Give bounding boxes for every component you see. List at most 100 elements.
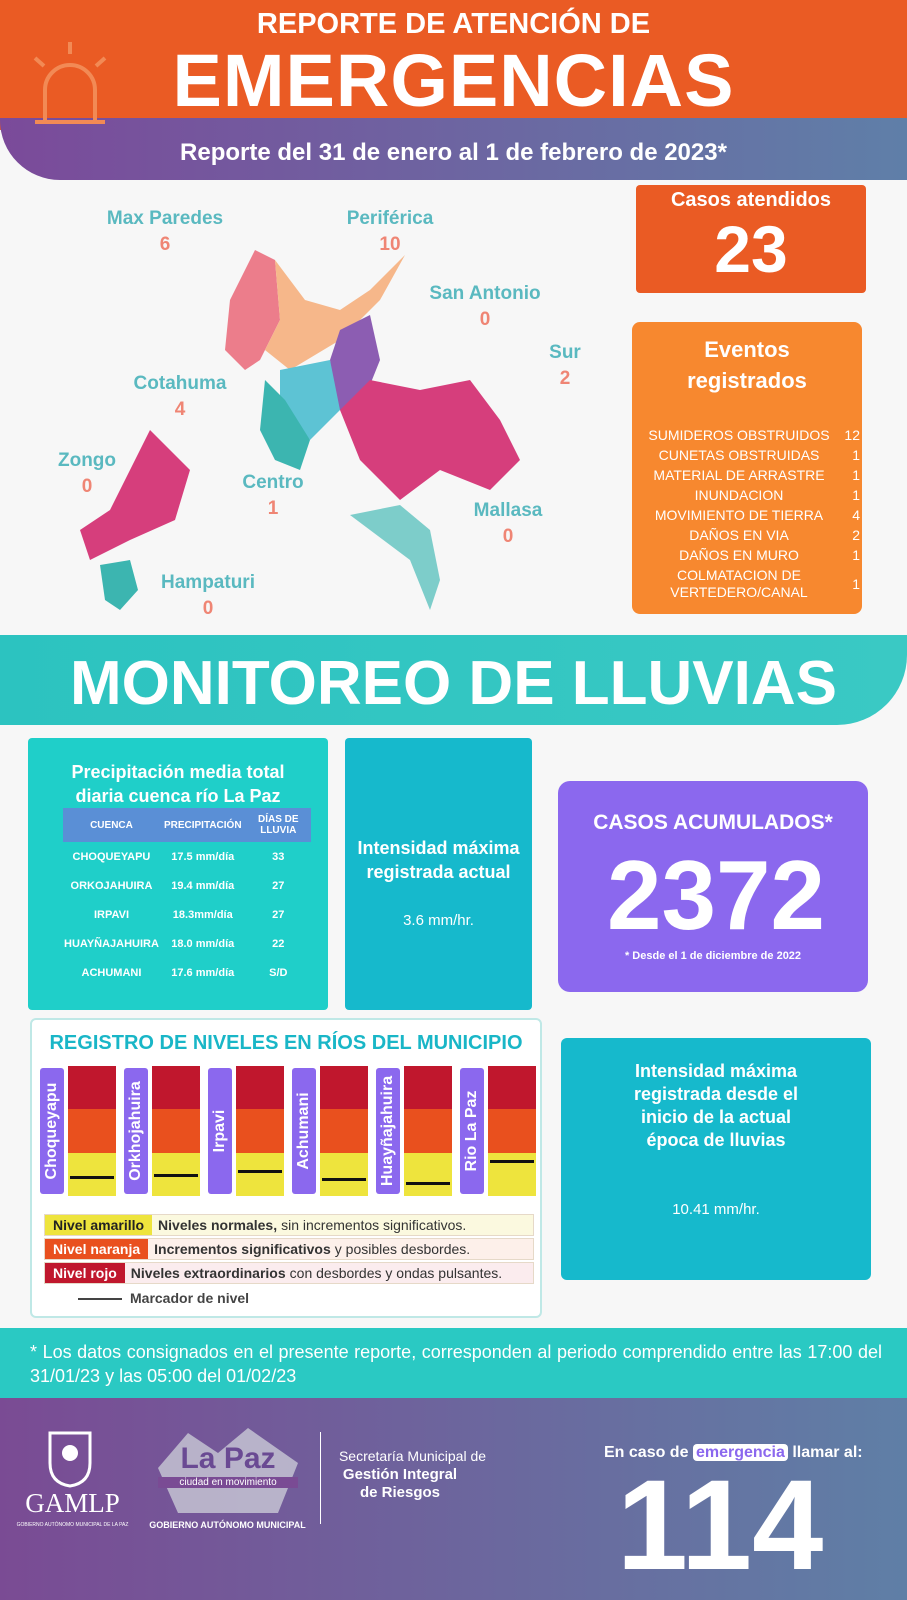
legend-bold: Niveles normales, bbox=[158, 1217, 278, 1233]
event-row: MOVIMIENTO DE TIERRA 4 bbox=[640, 507, 860, 524]
basin-cell: 17.6 mm/día bbox=[171, 966, 235, 979]
level-yellow bbox=[404, 1153, 452, 1196]
level-red bbox=[404, 1066, 452, 1109]
rivers-title: REGISTRO DE NIVELES EN RÍOS DEL MUNICIPI… bbox=[49, 1032, 523, 1054]
level-marker bbox=[406, 1182, 450, 1185]
legend-row: Nivel naranja Incrementos significativos y… bbox=[44, 1238, 534, 1260]
events-card: Eventos registrados SUMIDEROS OBSTRUIDOS… bbox=[632, 322, 862, 614]
intensity-current-label: Intensidad máxima registrada actual bbox=[357, 838, 520, 882]
call-emphasis: emergencia bbox=[692, 1444, 788, 1461]
basin-row: ORKOJAHUIRA 19.4 mm/día 27 bbox=[63, 871, 311, 900]
level-red bbox=[68, 1066, 116, 1109]
legend-level: Nivel naranja bbox=[45, 1239, 149, 1259]
basin-row: HUAYÑAJAHUIRA 18.0 mm/día 22 bbox=[63, 929, 311, 958]
secretaria: Secretaría Municipal de bbox=[338, 1448, 487, 1464]
event-label: INUNDACION bbox=[694, 487, 784, 503]
river-name-bar: Orkhojahuira bbox=[124, 1068, 148, 1194]
basin-cell: 17.5 mm/día bbox=[171, 850, 235, 863]
river-levels bbox=[68, 1066, 116, 1196]
emergency-number: 114 bbox=[616, 1454, 824, 1597]
basin-cell: 27 bbox=[272, 879, 285, 892]
cases-label: Casos atendidos bbox=[670, 189, 832, 211]
level-marker bbox=[490, 1160, 534, 1163]
legend-text: sin incrementos significativos. bbox=[281, 1217, 467, 1233]
legend-level: Nivel rojo bbox=[45, 1263, 125, 1283]
cases-value: 23 bbox=[714, 212, 788, 286]
level-orange bbox=[404, 1109, 452, 1153]
district-map bbox=[80, 250, 520, 610]
footer-band bbox=[0, 1398, 907, 1600]
district-name: Centro bbox=[242, 472, 304, 493]
river-levels bbox=[320, 1066, 368, 1196]
basin-cell: ORKOJAHUIRA bbox=[70, 879, 153, 892]
event-count: 1 bbox=[852, 467, 860, 483]
district-cases: 1 bbox=[267, 498, 279, 519]
level-yellow bbox=[68, 1153, 116, 1196]
call-pre: En caso de bbox=[604, 1444, 689, 1461]
legend-bold: Niveles extraordinarios bbox=[130, 1265, 286, 1281]
event-row: MATERIAL DE ARRASTRE 1 bbox=[640, 467, 860, 484]
basin-cell: 18.0 mm/día bbox=[171, 937, 235, 950]
district-name: Cotahuma bbox=[133, 373, 227, 394]
event-label: COLMATACION DE VERTEDERO/CANAL bbox=[670, 567, 808, 600]
event-row: DAÑOS EN VIA 2 bbox=[640, 527, 860, 544]
legend-text: y posibles desbordes. bbox=[334, 1241, 471, 1257]
level-orange bbox=[152, 1109, 200, 1153]
river-name: Irpavi bbox=[211, 1109, 228, 1153]
event-count: 1 bbox=[852, 487, 860, 503]
basin-header: PRECIPITACIÓN bbox=[163, 819, 242, 831]
basin-header: DÍAS DE LLUVIA bbox=[258, 814, 299, 836]
event-label: MATERIAL DE ARRASTRE bbox=[653, 467, 825, 483]
header-title: EMERGENCIAS bbox=[172, 39, 735, 122]
basin-table: CUENCA PRECIPITACIÓN DÍAS DE LLUVIA CHOQUEY… bbox=[63, 808, 311, 987]
river-name: Achumani bbox=[295, 1092, 312, 1170]
district-cases: 2 bbox=[559, 368, 571, 389]
call-line: En caso de emergencia llamar al: bbox=[604, 1444, 863, 1462]
district-cases: 6 bbox=[159, 234, 171, 255]
river-name-bar: Choqueyapu bbox=[40, 1068, 64, 1194]
district-name: Max Paredes bbox=[106, 208, 224, 229]
basin-cell: HUAYÑAJAHUIRA bbox=[64, 937, 159, 950]
brand-logo bbox=[158, 1428, 298, 1513]
footnote: * Los datos consignados en el presente r… bbox=[30, 1342, 882, 1386]
district-name: San Antonio bbox=[429, 283, 541, 304]
brand-gov: GOBIERNO AUTÓNOMO MUNICIPAL bbox=[149, 1520, 306, 1530]
level-orange bbox=[488, 1109, 536, 1153]
basin-cell: S/D bbox=[269, 966, 288, 979]
basin-title: Precipitación media total diaria cuenca … bbox=[71, 762, 285, 806]
alarm-icon bbox=[33, 42, 107, 124]
monitoring-band bbox=[0, 635, 907, 725]
coat-of-arms bbox=[48, 1431, 92, 1488]
district-cases: 0 bbox=[502, 526, 514, 547]
basin-header: CUENCA bbox=[90, 819, 133, 831]
level-yellow bbox=[320, 1153, 368, 1196]
level-marker bbox=[70, 1176, 114, 1179]
level-red bbox=[320, 1066, 368, 1109]
event-label: DAÑOS EN VIA bbox=[689, 527, 789, 543]
org-full: GOBIERNO AUTÓNOMO MUNICIPAL DE LA PAZ bbox=[16, 1522, 129, 1528]
district-name: Zongo bbox=[57, 450, 117, 471]
river-name-bar: Rio La Paz bbox=[460, 1068, 484, 1194]
secretaria-bold: Gestión Integral de Riesgos bbox=[342, 1466, 458, 1501]
level-marker bbox=[238, 1170, 282, 1173]
events-list: SUMIDEROS OBSTRUIDOS 12 CUNETAS OBSTRUIDAS… bbox=[640, 427, 860, 604]
basin-cell: 18.3mm/día bbox=[172, 908, 233, 921]
rivers-card: REGISTRO DE NIVELES EN RÍOS DEL MUNICIPI… bbox=[30, 1018, 542, 1318]
river-levels bbox=[236, 1066, 284, 1196]
call-post: llamar al: bbox=[792, 1444, 863, 1461]
basin-cell: 33 bbox=[272, 850, 285, 863]
district-cases: 0 bbox=[81, 476, 93, 497]
intensity-season-label: Intensidad máxima registrada desde el in… bbox=[633, 1061, 799, 1150]
district-name: Sur bbox=[549, 342, 581, 363]
district-cases: 4 bbox=[174, 399, 186, 420]
intensity-current-value: 3.6 mm/hr. bbox=[403, 912, 474, 929]
cases-card: Casos atendidos 23 bbox=[636, 185, 866, 293]
basin-cell: 19.4 mm/día bbox=[171, 879, 235, 892]
subtitle-band bbox=[0, 118, 907, 180]
level-red bbox=[488, 1066, 536, 1109]
river-name-bar: Huayñajahuira bbox=[376, 1068, 400, 1194]
event-count: 4 bbox=[852, 507, 860, 523]
level-yellow bbox=[236, 1153, 284, 1196]
event-row: INUNDACION 1 bbox=[640, 487, 860, 504]
river-levels bbox=[152, 1066, 200, 1196]
